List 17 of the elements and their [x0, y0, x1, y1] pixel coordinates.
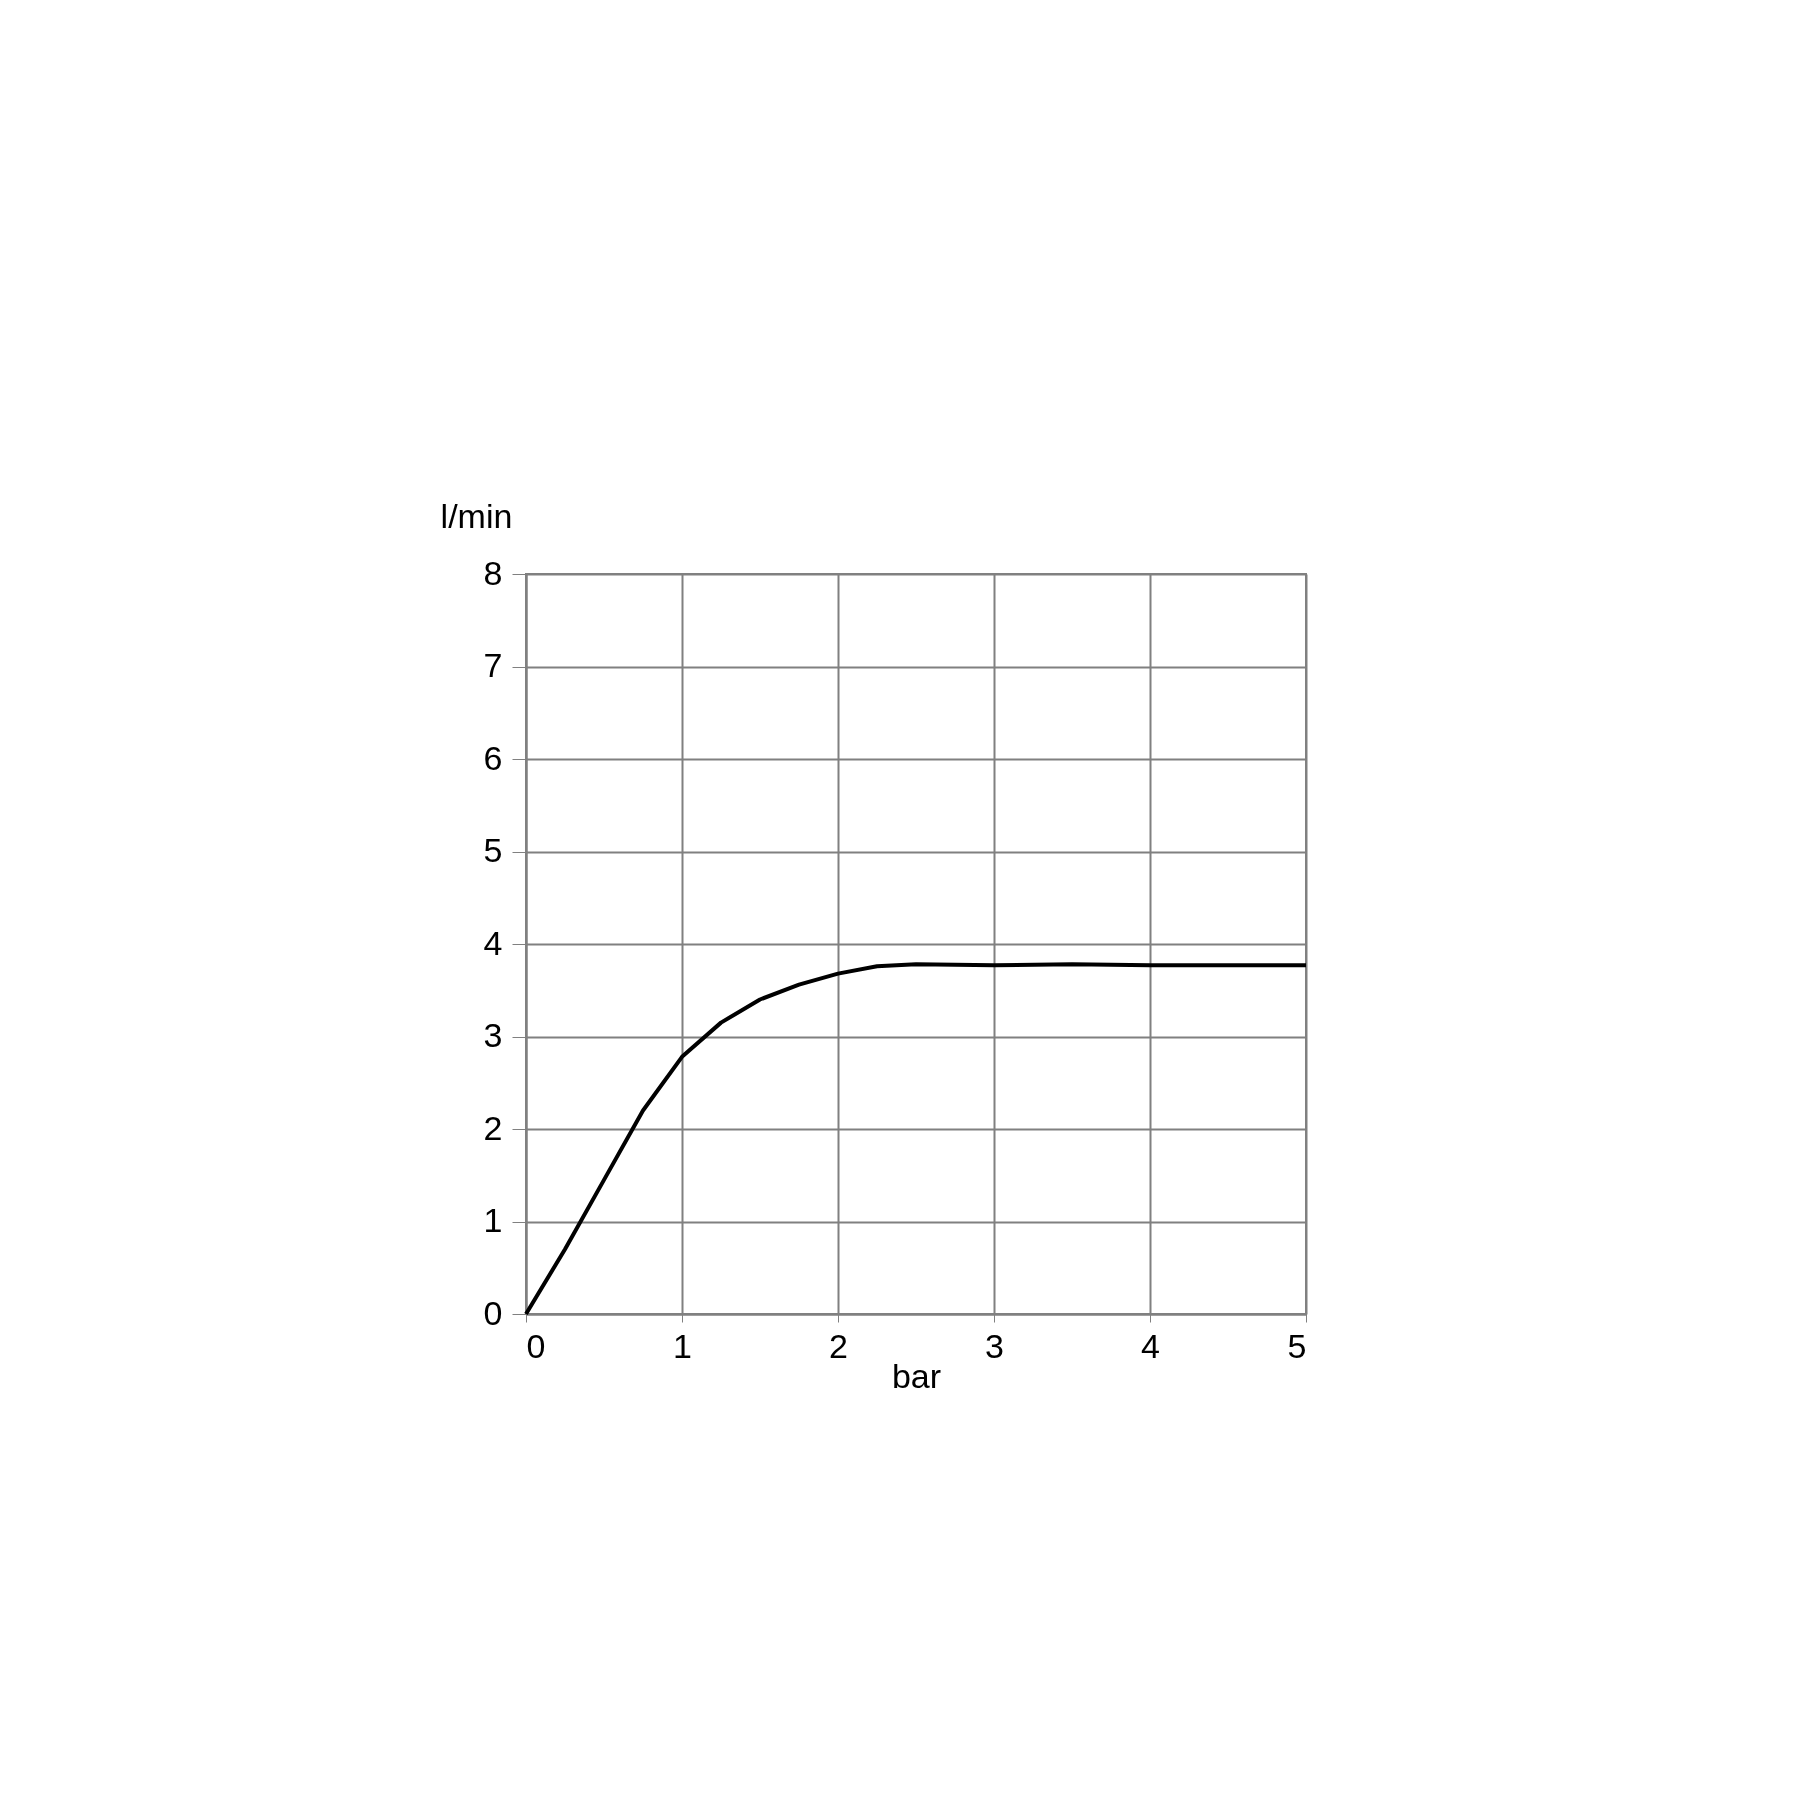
x-tick-label: 4	[1141, 1326, 1160, 1365]
y-tick-label: 7	[483, 646, 503, 684]
x-tick-label: 2	[829, 1326, 848, 1365]
x-axis-title: bar	[891, 1356, 942, 1395]
y-axis-title: l/min	[440, 496, 513, 535]
x-tick-label: 5	[1287, 1326, 1307, 1365]
y-tick-label: 5	[483, 831, 503, 869]
x-tick-label: 3	[985, 1326, 1004, 1365]
y-tick-label: 0	[483, 1293, 503, 1332]
y-tick-label: 6	[483, 738, 503, 777]
y-tick-label: 1	[483, 1201, 503, 1239]
y-tick-label: 3	[483, 1016, 503, 1054]
x-tick-label: 0	[526, 1326, 546, 1365]
y-tick-label: 2	[483, 1108, 503, 1147]
x-tick-label: 1	[673, 1326, 692, 1365]
y-tick-label: 8	[483, 553, 503, 592]
y-tick-label: 4	[483, 923, 503, 962]
